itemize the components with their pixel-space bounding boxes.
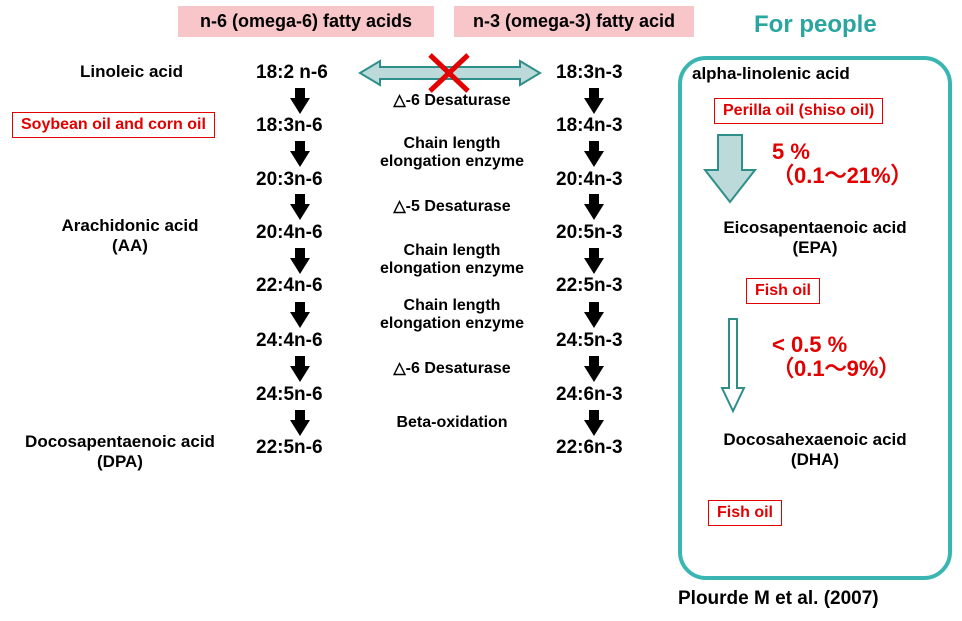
thin-teal-arrow-icon bbox=[718, 316, 748, 416]
dpa-line1: Docosapentaenoic acid bbox=[25, 432, 215, 451]
n6-code-7: 22:5n-6 bbox=[256, 437, 323, 459]
pct2-bot: （0.1～9%） bbox=[772, 356, 900, 381]
enzyme-1: Chain length elongation enzyme bbox=[364, 135, 540, 170]
n6-arrow-1 bbox=[290, 151, 310, 167]
n6-code-0: 18:2 n-6 bbox=[256, 62, 328, 84]
n3-code-5: 24:5n-3 bbox=[556, 330, 623, 352]
n6-arrow-2 bbox=[290, 204, 310, 220]
n6-arrow-6 bbox=[290, 420, 310, 436]
n3-arrow-1 bbox=[584, 151, 604, 167]
enzyme-5: △-6 Desaturase bbox=[364, 360, 540, 378]
n3-code-0: 18:3n-3 bbox=[556, 62, 623, 84]
epa-line1: Eicosapentaenoic acid bbox=[723, 218, 906, 237]
n3-arrow-5 bbox=[584, 366, 604, 382]
label-epa: Eicosapentaenoic acid (EPA) bbox=[692, 218, 938, 257]
n3-arrow-2 bbox=[584, 204, 604, 220]
aa-line1: Arachidonic acid bbox=[62, 216, 199, 235]
n3-arrow-4 bbox=[584, 312, 604, 328]
n6-arrow-5 bbox=[290, 366, 310, 382]
box-fish-oil-2: Fish oil bbox=[708, 500, 782, 526]
pct1-top: 5 % bbox=[772, 139, 810, 164]
box-perilla-oil: Perilla oil (shiso oil) bbox=[714, 98, 883, 124]
enzyme-0: △-6 Desaturase bbox=[364, 92, 540, 110]
label-linoleic: Linoleic acid bbox=[80, 62, 183, 82]
n6-arrow-3 bbox=[290, 258, 310, 274]
enzyme-2: △-5 Desaturase bbox=[364, 198, 540, 216]
n3-code-6: 24:6n-3 bbox=[556, 384, 623, 406]
header-n6: n-6 (omega-6) fatty acids bbox=[178, 6, 434, 37]
n6-code-3: 20:4n-6 bbox=[256, 222, 323, 244]
n3-arrow-6 bbox=[584, 420, 604, 436]
n3-code-2: 20:4n-3 bbox=[556, 169, 623, 191]
label-dha: Docosahexaenoic acid (DHA) bbox=[692, 430, 938, 469]
n6-arrow-0 bbox=[290, 98, 310, 114]
n6-code-2: 20:3n-6 bbox=[256, 169, 323, 191]
enzyme-6: Beta-oxidation bbox=[364, 414, 540, 432]
header-n3: n-3 (omega-3) fatty acid bbox=[454, 6, 694, 37]
dha-line1: Docosahexaenoic acid bbox=[723, 430, 906, 449]
box-soybean-corn-oil: Soybean oil and corn oil bbox=[12, 112, 215, 138]
dpa-line2: (DPA) bbox=[97, 452, 143, 471]
n6-code-4: 22:4n-6 bbox=[256, 275, 323, 297]
box-fish-oil-1: Fish oil bbox=[746, 278, 820, 304]
n3-code-3: 20:5n-3 bbox=[556, 222, 623, 244]
label-dpa: Docosapentaenoic acid (DPA) bbox=[10, 432, 230, 471]
citation: Plourde M et al. (2007) bbox=[678, 588, 879, 610]
pct2-top: < 0.5 % bbox=[772, 332, 847, 357]
double-arrow-x-icon bbox=[350, 53, 550, 93]
aa-line2: (AA) bbox=[112, 236, 148, 255]
pct1-bot: （0.1～21%） bbox=[772, 163, 913, 188]
n3-code-4: 22:5n-3 bbox=[556, 275, 623, 297]
header-for-people: For people bbox=[754, 11, 877, 39]
pct-epa-dha: < 0.5 % （0.1～9%） bbox=[772, 333, 900, 381]
dha-line2: (DHA) bbox=[791, 450, 839, 469]
n3-code-1: 18:4n-3 bbox=[556, 115, 623, 137]
big-teal-arrow-icon bbox=[700, 130, 760, 210]
n3-arrow-3 bbox=[584, 258, 604, 274]
n6-code-5: 24:4n-6 bbox=[256, 330, 323, 352]
n3-code-7: 22:6n-3 bbox=[556, 437, 623, 459]
label-arachidonic: Arachidonic acid (AA) bbox=[40, 216, 220, 255]
epa-line2: (EPA) bbox=[792, 238, 837, 257]
n6-code-6: 24:5n-6 bbox=[256, 384, 323, 406]
n6-code-1: 18:3n-6 bbox=[256, 115, 323, 137]
n3-arrow-0 bbox=[584, 98, 604, 114]
n6-arrow-4 bbox=[290, 312, 310, 328]
enzyme-3: Chain length elongation enzyme bbox=[364, 242, 540, 277]
enzyme-4: Chain length elongation enzyme bbox=[364, 297, 540, 332]
label-ala: alpha-linolenic acid bbox=[692, 64, 850, 84]
pct-ala-epa: 5 % （0.1～21%） bbox=[772, 140, 913, 188]
